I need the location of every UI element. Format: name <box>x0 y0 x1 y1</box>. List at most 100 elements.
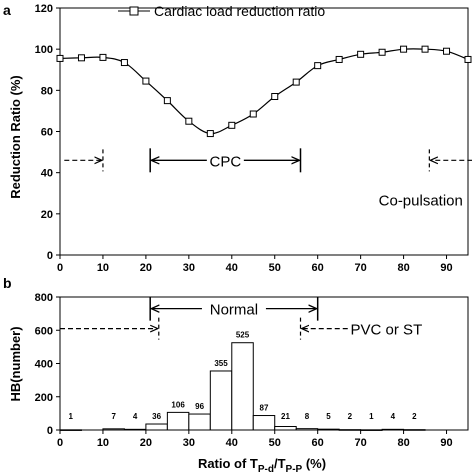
data-point <box>378 48 386 56</box>
bar-value-label: 106 <box>171 400 185 409</box>
panel-a-legend: Cardiac load reduction ratio <box>118 3 325 19</box>
histogram-bar <box>231 342 254 431</box>
data-point <box>142 77 150 85</box>
data-point <box>400 45 408 53</box>
histogram-bar <box>381 428 405 431</box>
bar-value-label: 5 <box>326 412 331 421</box>
x-tick-label: 10 <box>97 437 109 449</box>
panel-a-label: a <box>3 2 11 18</box>
x-tick-label: 50 <box>269 437 281 449</box>
bar-value-label: 36 <box>152 412 161 421</box>
bar-value-label: 355 <box>214 359 228 368</box>
data-point <box>421 45 429 53</box>
bar-value-label: 1 <box>369 412 374 421</box>
data-point <box>443 47 451 55</box>
panel-a-annotations: CPC Co-pulsation <box>64 148 472 209</box>
data-point <box>77 54 85 62</box>
x-tick-label: 20 <box>140 437 152 449</box>
x-tick-label: 0 <box>57 262 63 274</box>
bar-value-label: 4 <box>391 412 396 421</box>
data-point <box>185 117 193 125</box>
panel-a-series <box>56 45 472 138</box>
bar-value-label: 7 <box>111 412 116 421</box>
histogram-bar <box>102 428 125 431</box>
y-tick-label: 600 <box>35 325 53 337</box>
x-tick-label: 40 <box>226 262 238 274</box>
bar-value-label: 21 <box>281 412 290 421</box>
bar-value-label: 87 <box>260 404 269 413</box>
x-tick-label: 20 <box>140 262 152 274</box>
panel-a-ylabel: Reduction Ratio (%) <box>8 75 23 199</box>
y-tick-label: 80 <box>41 85 53 97</box>
data-point <box>120 59 128 67</box>
histogram-bar <box>360 429 383 431</box>
x-tick-label: 10 <box>97 262 109 274</box>
data-point <box>464 55 472 63</box>
x-tick-label: 80 <box>397 262 409 274</box>
panel-a-axes: 0 10 20 30 40 50 60 70 80 90 0 20 40 60 80 100 120 <box>35 3 469 274</box>
annotation-label: PVC or ST <box>351 322 423 339</box>
y-tick-label: 200 <box>35 392 53 404</box>
panel-b-annotations: Normal PVC or ST <box>60 296 423 340</box>
plot-frame <box>59 7 469 256</box>
x-tick-label: 40 <box>226 437 238 449</box>
bar-value-label: 4 <box>133 412 138 421</box>
x-tick-label: 30 <box>183 437 195 449</box>
histogram-bar <box>403 429 426 431</box>
panel-a: a 0 10 20 30 40 50 60 70 80 90 0 20 40 60 80 100 120 Red… <box>3 2 472 274</box>
x-tick-label: 90 <box>440 437 452 449</box>
histogram-bar <box>123 428 147 431</box>
x-tick-label: 50 <box>269 262 281 274</box>
data-point <box>292 78 300 86</box>
histogram-bar <box>317 428 340 431</box>
bar-value-label: 2 <box>412 412 417 421</box>
x-tick-label: 80 <box>397 437 409 449</box>
histogram-bar <box>145 423 168 431</box>
bar-value-label: 8 <box>305 412 310 421</box>
y-tick-label: 800 <box>35 292 53 304</box>
data-point <box>99 53 107 61</box>
data-point <box>271 93 279 101</box>
bar-value-label: 96 <box>195 402 204 411</box>
data-point <box>206 130 214 138</box>
data-point <box>163 97 171 105</box>
x-tick-label: 90 <box>440 262 452 274</box>
bar-value-label: 525 <box>236 331 250 340</box>
histogram-bar <box>59 429 82 431</box>
data-point <box>228 121 236 129</box>
bar-value-label: 1 <box>69 412 74 421</box>
y-tick-label: 20 <box>41 209 53 221</box>
data-point <box>56 54 64 62</box>
x-tick-label: 60 <box>312 437 324 449</box>
data-point <box>357 50 365 58</box>
y-tick-label: 400 <box>35 359 53 371</box>
panel-b: b 0 10 20 30 40 50 60 70 80 90 0 200 400 600 800 HB(nu… <box>3 275 469 474</box>
histogram-bar <box>295 428 319 431</box>
y-tick-label: 100 <box>35 44 53 56</box>
y-tick-label: 60 <box>41 127 53 139</box>
data-point <box>335 55 343 63</box>
histogram-bar <box>209 370 233 431</box>
span-label: CPC <box>210 153 242 170</box>
x-tick-label: 70 <box>355 437 367 449</box>
span-label: Normal <box>210 302 258 319</box>
y-tick-label: 40 <box>41 168 53 180</box>
data-point <box>314 62 322 70</box>
bar-value-label: 2 <box>348 412 353 421</box>
histogram-bar <box>274 426 297 431</box>
y-tick-label: 0 <box>47 425 53 437</box>
legend-marker <box>129 6 139 16</box>
panel-b-ylabel: HB(number) <box>8 326 23 401</box>
y-tick-label: 120 <box>35 3 53 15</box>
y-tick-label: 0 <box>47 250 53 262</box>
panel-b-xlabel: Ratio of TP-d/TP-P (%) <box>198 456 326 474</box>
histogram-bar <box>166 411 190 431</box>
histogram-bar <box>252 415 276 431</box>
x-tick-label: 30 <box>183 262 195 274</box>
legend-entry: Cardiac load reduction ratio <box>154 3 325 19</box>
panel-b-label: b <box>3 275 12 291</box>
data-point <box>249 110 257 118</box>
histogram-bar <box>338 429 362 431</box>
